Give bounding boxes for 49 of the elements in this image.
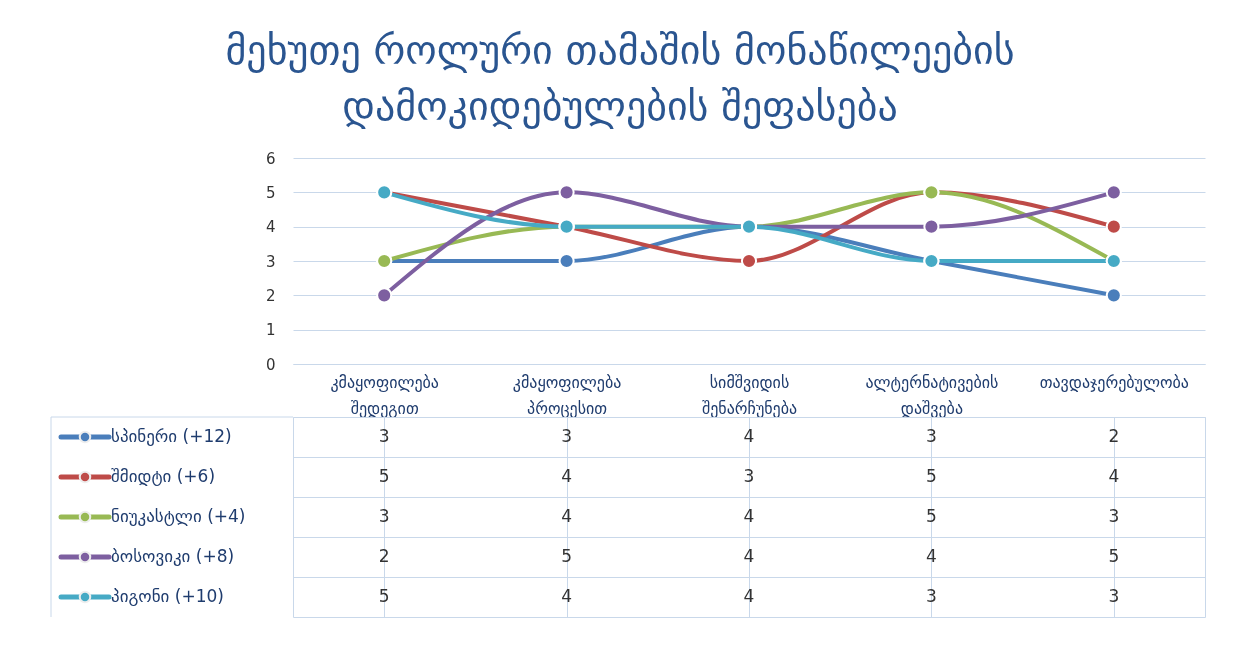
y-tick-label: 1 (265, 321, 276, 340)
data-label: 4 (1108, 466, 1120, 486)
data-label: 2 (1108, 426, 1120, 446)
data-label: 3 (378, 506, 390, 526)
y-tick-label: 0 (265, 355, 276, 374)
legend-label: ბოსოვიკი (+8) (111, 546, 235, 566)
data-label: 5 (378, 466, 390, 486)
data-label: 4 (561, 586, 573, 606)
chart-title: მეხუთე როლური თამაშის მონაწილეების დამოკიდებულების შეფასება (224, 26, 1016, 131)
y-tick-label: 2 (265, 286, 276, 305)
x-tick-label: სიმშვიდის შენარჩუნება (701, 372, 798, 418)
y-tick-label: 6 (265, 149, 276, 168)
data-label: 3 (743, 466, 755, 486)
point (1105, 184, 1122, 201)
data-label: 3 (1108, 586, 1120, 606)
x-tick-label: თავდაჯერებულობა (1039, 372, 1189, 392)
point (558, 184, 575, 201)
data-label: 3 (378, 426, 390, 446)
data-label: 5 (1108, 546, 1120, 566)
data-label: 3 (925, 586, 937, 606)
point (1105, 218, 1122, 235)
data-label: 2 (378, 546, 390, 566)
data-label: 4 (743, 506, 755, 526)
x-tick-label: კმაყოფილება პროცესით (512, 372, 622, 418)
data-label: 5 (561, 546, 573, 566)
data-label: 4 (743, 426, 755, 446)
data-label: 4 (743, 546, 755, 566)
data-label: 3 (1108, 506, 1120, 526)
data-label: 5 (925, 506, 937, 526)
legend-label: პიგონი (+10) (111, 586, 224, 606)
y-tick-label: 4 (265, 218, 276, 237)
data-label: 3 (925, 426, 937, 446)
data-label: 4 (925, 546, 937, 566)
x-tick-label: ალტერნატივების დაშვება (865, 372, 999, 418)
y-tick-label: 3 (265, 252, 276, 271)
point (1105, 287, 1122, 304)
data-label: 5 (378, 586, 390, 606)
legend-label: ნიუკასტლი (+4) (111, 506, 246, 526)
legend-label: სპინერი (+12) (111, 426, 232, 446)
data-label: 3 (561, 426, 573, 446)
y-tick-label: 5 (265, 183, 276, 202)
data-label: 4 (561, 466, 573, 486)
point (923, 218, 940, 235)
data-label: 4 (743, 586, 755, 606)
data-label: 4 (561, 506, 573, 526)
point (376, 287, 393, 304)
legend-label: შმიდტი (+6) (111, 466, 216, 486)
data-label: 5 (925, 466, 937, 486)
x-tick-label: კმაყოფილება შედეგით (330, 372, 439, 418)
